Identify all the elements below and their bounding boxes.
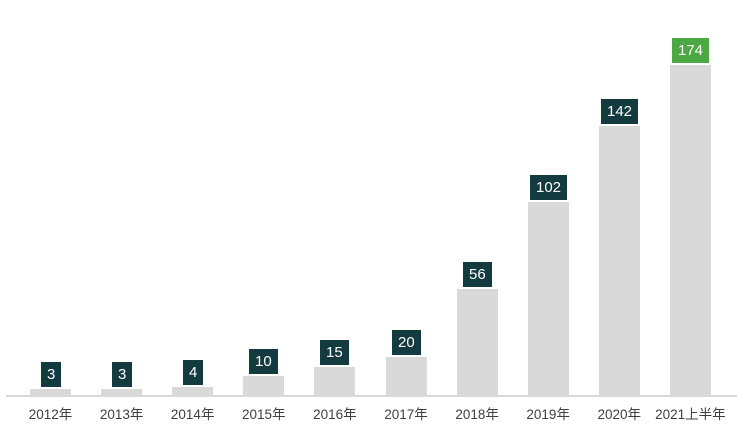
- bar: [314, 367, 356, 395]
- bar: [101, 389, 143, 395]
- bar-value-label: 142: [601, 99, 639, 124]
- x-tick-label: 2020年: [597, 407, 642, 422]
- x-tick-label: 2017年: [384, 407, 428, 422]
- x-axis-line: [6, 395, 737, 397]
- bar-value-label: 3: [41, 362, 62, 387]
- bar-value-label: 102: [530, 175, 568, 200]
- bar: [527, 202, 569, 395]
- bar: [30, 389, 71, 395]
- x-tick-label: 2021上半年: [655, 407, 726, 422]
- x-tick-label: 2012年: [28, 407, 73, 422]
- bar-value-label: 174: [672, 38, 710, 63]
- x-tick-label: 2018年: [455, 407, 499, 422]
- bar-value-label: 15: [320, 340, 349, 365]
- bar: [669, 65, 711, 395]
- bar: [385, 357, 427, 395]
- bar: [456, 289, 498, 395]
- x-tick-label: 2019年: [526, 407, 570, 422]
- x-tick-label: 2014年: [170, 407, 215, 422]
- x-tick-label: 2016年: [313, 407, 357, 422]
- bar-value-label: 3: [112, 362, 133, 387]
- x-tick-label: 2015年: [242, 407, 286, 422]
- bar-value-label: 56: [463, 262, 492, 287]
- x-tick-label: 2013年: [99, 407, 144, 422]
- bar-value-label: 20: [392, 330, 421, 355]
- bar: [598, 126, 640, 395]
- bar: [172, 387, 214, 395]
- bar-value-label: 4: [183, 360, 204, 385]
- bar-value-label: 10: [249, 349, 278, 374]
- bar: [243, 376, 285, 395]
